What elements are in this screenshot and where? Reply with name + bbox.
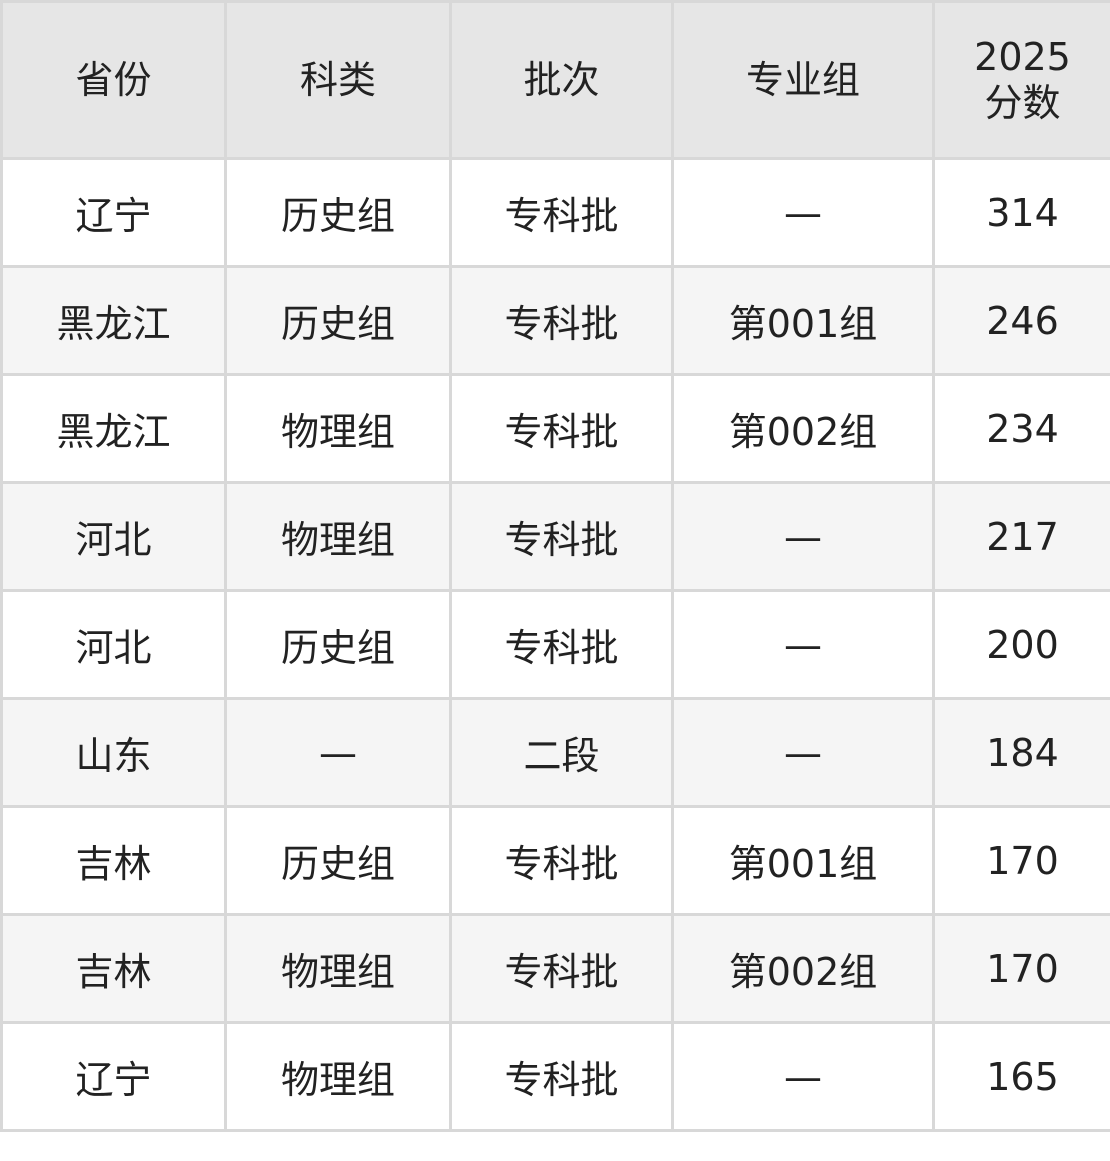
table-row: 辽宁 物理组 专科批 —165 <box>0 1021 1110 1132</box>
table-row: 吉林 历史组 专科批 第001组 170 <box>0 805 1110 916</box>
header-score: 2025 分数 <box>932 0 1110 160</box>
cell-major-group: 第002组 <box>671 373 935 484</box>
cell-major-group: 第002组 <box>671 913 935 1024</box>
table-row: 山东 — 二段 —184 <box>0 697 1110 808</box>
cell-batch: 专科批 <box>449 481 674 592</box>
table-row: 黑龙江 历史组 专科批 第001组 246 <box>0 265 1110 376</box>
cell-batch: 专科批 <box>449 373 674 484</box>
cell-major-group: 第001组 <box>671 265 935 376</box>
table-row: 河北 历史组 专科批 —200 <box>0 589 1110 700</box>
cell-province: 吉林 <box>0 913 227 1024</box>
cell-province: 山东 <box>0 697 227 808</box>
cell-subject: 物理组 <box>224 913 452 1024</box>
cell-score: 217 <box>932 481 1110 592</box>
header-score-year: 2025 <box>974 35 1071 79</box>
cell-batch: 专科批 <box>449 805 674 916</box>
cell-subject: 历史组 <box>224 805 452 916</box>
cell-score: 314 <box>932 157 1110 268</box>
cell-subject: 历史组 <box>224 589 452 700</box>
cell-score: 234 <box>932 373 1110 484</box>
cell-major-group: — <box>671 1021 935 1132</box>
header-row: 省份 科类 批次 专业组 2025 分数 <box>0 0 1110 160</box>
cell-subject: — <box>224 697 452 808</box>
table-row: 黑龙江 物理组 专科批 第002组 234 <box>0 373 1110 484</box>
cell-score: 184 <box>932 697 1110 808</box>
cell-subject: 历史组 <box>224 265 452 376</box>
cell-province: 黑龙江 <box>0 265 227 376</box>
cell-province: 河北 <box>0 481 227 592</box>
cell-province: 河北 <box>0 589 227 700</box>
table-row: 辽宁 历史组 专科批 —314 <box>0 157 1110 268</box>
header-subject: 科类 <box>224 0 452 160</box>
cell-batch: 专科批 <box>449 1021 674 1132</box>
cell-batch: 专科批 <box>449 265 674 376</box>
header-score-label: 分数 <box>984 81 1061 125</box>
cell-major-group: — <box>671 697 935 808</box>
header-province: 省份 <box>0 0 227 160</box>
cell-major-group: — <box>671 157 935 268</box>
table-row: 吉林 物理组 专科批 第002组 170 <box>0 913 1110 1024</box>
cell-province: 辽宁 <box>0 1021 227 1132</box>
score-table: 省份 科类 批次 专业组 2025 分数 辽宁 历史组 专科批 —314 黑龙江 历史组专… <box>0 0 1110 1132</box>
cell-major-group: 第001组 <box>671 805 935 916</box>
cell-score: 246 <box>932 265 1110 376</box>
cell-batch: 专科批 <box>449 589 674 700</box>
cell-score: 200 <box>932 589 1110 700</box>
cell-province: 辽宁 <box>0 157 227 268</box>
cell-province: 黑龙江 <box>0 373 227 484</box>
cell-major-group: — <box>671 481 935 592</box>
header-batch: 批次 <box>449 0 674 160</box>
cell-subject: 历史组 <box>224 157 452 268</box>
cell-subject: 物理组 <box>224 1021 452 1132</box>
cell-major-group: — <box>671 589 935 700</box>
cell-batch: 专科批 <box>449 157 674 268</box>
table-row: 河北 物理组 专科批 —217 <box>0 481 1110 592</box>
cell-province: 吉林 <box>0 805 227 916</box>
cell-subject: 物理组 <box>224 373 452 484</box>
header-major-group: 专业组 <box>671 0 935 160</box>
cell-score: 170 <box>932 913 1110 1024</box>
cell-subject: 物理组 <box>224 481 452 592</box>
cell-batch: 二段 <box>449 697 674 808</box>
cell-batch: 专科批 <box>449 913 674 1024</box>
cell-score: 165 <box>932 1021 1110 1132</box>
cell-score: 170 <box>932 805 1110 916</box>
